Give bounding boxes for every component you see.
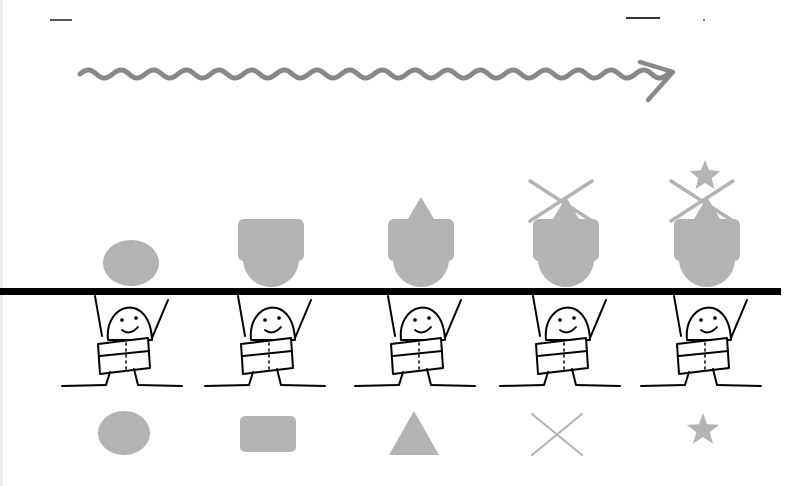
figure-head: [399, 306, 446, 341]
legend-circle: [98, 411, 150, 455]
figure-right-leg: [426, 368, 476, 387]
figure-right-leg: [133, 368, 183, 387]
figure-left-arm: [387, 295, 396, 337]
figure-right-eye: [572, 316, 576, 320]
stick-figure: [640, 295, 762, 387]
column-star: [640, 160, 762, 444]
figure-left-leg: [499, 371, 549, 387]
stack-cross-b: [669, 179, 735, 223]
figure-left-arm: [532, 295, 541, 337]
figure-body: [676, 337, 730, 375]
legend-triangle: [389, 411, 439, 455]
stack-triangle: [405, 197, 437, 224]
stick-figure: [61, 295, 183, 387]
column-triangle: [354, 197, 476, 455]
figure-face: [558, 316, 576, 322]
column-rect: [204, 219, 326, 452]
stack-triangle: [550, 197, 582, 224]
figure-smile: [414, 326, 432, 334]
legend-star: [686, 413, 720, 444]
figure-right-arm: [730, 299, 748, 339]
figure-belt: [678, 350, 729, 357]
figure-right-eye: [277, 316, 281, 320]
stack-circle: [103, 240, 159, 286]
figure-right-eye: [713, 316, 717, 320]
figure-left-leg: [640, 371, 690, 387]
left-edge-line: [0, 0, 3, 486]
figure-face: [413, 316, 431, 322]
columns-group: [61, 160, 762, 456]
figure-left-leg: [354, 371, 404, 387]
stack-rectangle: [674, 219, 740, 261]
figure-right-eye: [134, 316, 138, 320]
figure-belt: [392, 350, 443, 357]
figure-body: [390, 337, 444, 375]
figure-head: [249, 306, 296, 341]
figure-left-arm: [673, 295, 682, 337]
stack-cross-b: [528, 179, 594, 223]
figure-right-leg: [571, 368, 621, 387]
figure-left-arm: [237, 295, 246, 337]
figure-belt: [242, 350, 293, 357]
figure-body: [240, 337, 294, 375]
column-circle: [61, 240, 183, 455]
figure-left-eye: [558, 318, 562, 322]
figure-right-arm: [444, 299, 462, 339]
figure-right-arm: [151, 299, 169, 339]
stick-figure: [499, 295, 621, 387]
figure-smile: [559, 326, 577, 334]
figure-face: [120, 316, 138, 322]
figure-left-eye: [699, 318, 703, 322]
figure-head: [544, 306, 591, 341]
figure-right-leg: [276, 368, 326, 387]
legend-rectangle: [240, 416, 296, 452]
stack-rectangle: [388, 219, 454, 261]
figure-smile: [264, 326, 282, 334]
figure-head: [106, 306, 153, 341]
wavy-arrow-head: [637, 59, 676, 103]
stack-triangle: [691, 197, 723, 224]
stack-rectangle: [533, 219, 599, 261]
figure-body: [535, 337, 589, 375]
figure-smile: [121, 326, 139, 334]
figure-left-leg: [204, 371, 254, 387]
figure-left-eye: [263, 318, 267, 322]
column-cross: [499, 179, 621, 456]
stack-rectangle: [238, 219, 304, 261]
figure-right-arm: [294, 299, 312, 339]
stick-figure: [204, 295, 326, 387]
figure-face: [263, 316, 281, 322]
figure-right-arm: [589, 299, 607, 339]
figure-right-eye: [427, 316, 431, 320]
stick-figure: [354, 295, 476, 387]
figure-left-leg: [61, 371, 111, 387]
wavy-arrow-shaft: [77, 67, 671, 81]
figure-left-arm: [94, 295, 103, 337]
figure-belt: [537, 350, 588, 357]
figure-face: [699, 316, 717, 322]
figure-body: [97, 337, 151, 375]
divider-line: [0, 288, 781, 295]
figure-left-eye: [413, 318, 417, 322]
figure-smile: [700, 326, 718, 334]
figure-right-leg: [712, 368, 762, 387]
legend-cross-b: [531, 413, 583, 456]
figure-belt: [99, 350, 150, 357]
top-right-dot: [703, 19, 705, 21]
figure-left-eye: [120, 318, 124, 322]
stack-star: [689, 160, 721, 189]
figure-head: [685, 306, 732, 341]
